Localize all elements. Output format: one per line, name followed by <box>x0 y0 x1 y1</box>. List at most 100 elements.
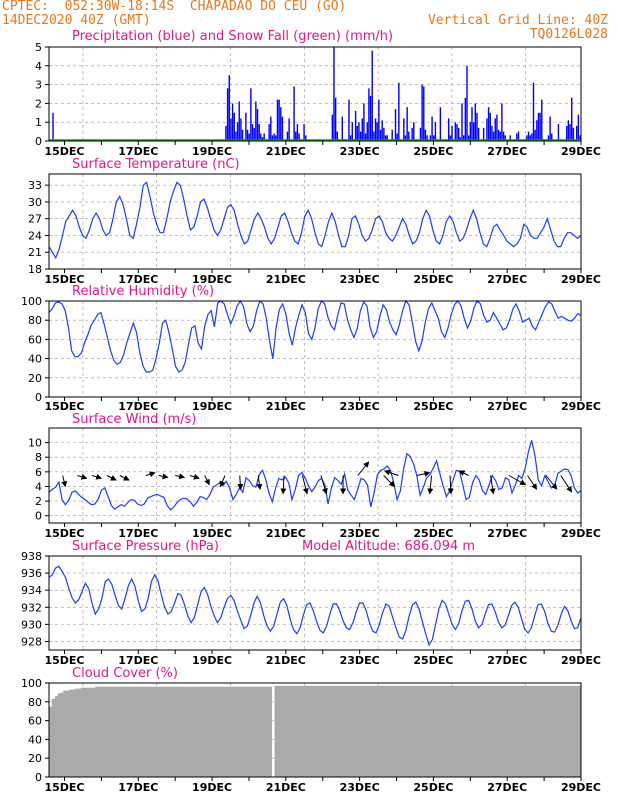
cloud-bar <box>303 685 307 777</box>
cloud-bar <box>491 685 495 777</box>
cloud-bar <box>416 685 420 777</box>
cloud-bar <box>234 686 238 777</box>
x-tick-label: 15DEC <box>44 145 84 158</box>
cloud-bar <box>49 706 53 777</box>
cloud-bar <box>153 686 157 777</box>
cloud-bar <box>549 685 553 777</box>
cloud-bar <box>543 685 547 777</box>
cloud-bar <box>317 685 322 777</box>
y-tick-label: 24 <box>28 229 42 242</box>
cloud-bar <box>367 685 371 777</box>
y-tick-label: 1 <box>35 116 42 129</box>
panel-subtitle: Model Altitude: 686.094 m <box>302 539 475 554</box>
x-tick-label: 23DEC <box>340 781 380 794</box>
y-tick-label: 936 <box>21 567 42 580</box>
x-tick-label: 25DEC <box>413 654 453 667</box>
cloud-bar <box>92 687 96 777</box>
precip-bar <box>288 118 290 141</box>
cloud-bar <box>297 685 301 777</box>
precip-bar <box>255 101 257 141</box>
x-tick-label: 27DEC <box>487 527 527 540</box>
cloud-bar <box>497 685 501 777</box>
cloud-bar <box>222 686 226 777</box>
cloud-bar <box>508 685 513 777</box>
panel-temperature <box>45 173 582 273</box>
cloud-bar <box>546 685 550 777</box>
x-tick-label: 17DEC <box>118 273 158 286</box>
cloud-bar <box>332 685 336 777</box>
precip-bar <box>396 133 398 141</box>
cloud-bar <box>312 685 316 777</box>
cloud-bar <box>277 685 281 777</box>
y-tick-label: 932 <box>21 601 42 614</box>
cloud-bar <box>164 686 168 777</box>
cloud-bar <box>138 686 142 777</box>
temperature-line <box>48 181 582 260</box>
cloud-bar <box>413 685 417 777</box>
precip-bar <box>268 124 270 141</box>
precip-bar <box>245 112 247 141</box>
y-tick-label: 100 <box>21 295 42 308</box>
precip-bar <box>334 97 337 141</box>
precip-bar <box>403 118 405 141</box>
y-tick-label: 4 <box>35 480 42 493</box>
cloud-bar <box>89 687 93 777</box>
cloud-bar <box>129 686 134 777</box>
cloud-bar <box>80 687 85 777</box>
cloud-bar <box>384 685 388 777</box>
cloud-bar <box>236 686 241 777</box>
cloud-bar <box>453 685 458 777</box>
cloud-bar <box>257 686 261 777</box>
cloud-bar <box>364 685 368 777</box>
precip-bar <box>434 122 437 141</box>
cloud-bar <box>63 690 67 777</box>
precip-bar <box>547 135 550 141</box>
precip-bar <box>517 131 520 141</box>
precip-bar <box>494 118 496 141</box>
precip-bar <box>486 118 488 141</box>
precip-bar <box>293 86 295 141</box>
precip-bar <box>477 127 480 141</box>
cloud-bar <box>219 686 223 777</box>
cloud-bar <box>294 685 299 777</box>
x-tick-label: 25DEC <box>413 527 453 540</box>
cloud-bar <box>72 689 76 777</box>
precip-bar <box>394 109 397 141</box>
wind-vector <box>106 475 117 481</box>
precip-bar <box>253 127 255 141</box>
wind-vector <box>61 475 68 488</box>
precip-bar <box>359 131 362 141</box>
y-tick-label: 33 <box>28 179 42 192</box>
precip-bar <box>426 135 428 141</box>
precip-bar <box>423 86 425 141</box>
precip-bar <box>408 131 410 141</box>
cloud-bar <box>202 686 206 777</box>
precip-bar <box>238 101 240 141</box>
precip-bar <box>373 131 375 141</box>
cloud-bar <box>517 685 521 777</box>
x-tick-label: 15DEC <box>44 400 84 413</box>
cloud-bar <box>459 685 463 777</box>
precip-bar <box>386 135 388 141</box>
cloud-bar <box>141 686 145 777</box>
precip-bar <box>303 124 305 141</box>
cloud-bar <box>439 685 443 777</box>
cloud-bar <box>563 685 567 777</box>
cloud-bar <box>262 686 267 777</box>
precip-bar <box>532 82 535 141</box>
cloud-bar <box>482 685 486 777</box>
x-tick-label: 29DEC <box>561 527 601 540</box>
cloud-bar <box>106 686 111 777</box>
x-tick-label: 21DEC <box>266 400 306 413</box>
y-tick-label: 6 <box>35 466 42 479</box>
x-tick-label: 29DEC <box>561 273 601 286</box>
cloud-bar <box>369 685 374 777</box>
y-tick-label: 80 <box>28 696 42 709</box>
cloud-bar <box>288 685 293 777</box>
wind-vector <box>383 475 396 488</box>
precip-bar <box>471 107 473 141</box>
cloud-bar <box>323 685 327 777</box>
precip-bar <box>404 135 407 141</box>
precip-bar <box>374 118 377 141</box>
cloud-bar <box>560 685 565 777</box>
